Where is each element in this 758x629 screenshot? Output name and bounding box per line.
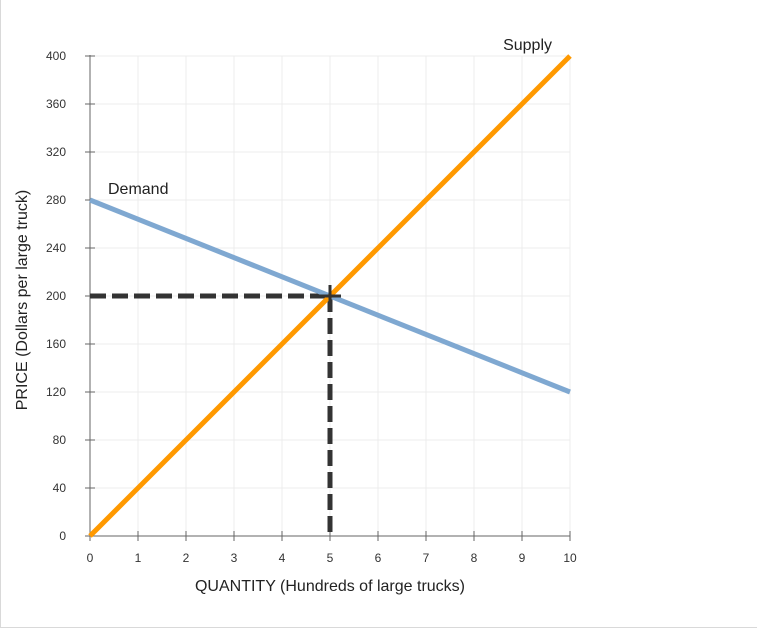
x-axis-label: QUANTITY (Hundreds of large trucks): [195, 578, 465, 595]
y-tick-label: 200: [46, 289, 66, 303]
x-tick-label: 6: [375, 551, 382, 565]
y-tick-label: 320: [46, 145, 66, 159]
y-tick-label: 280: [46, 193, 66, 207]
x-tick-label: 2: [183, 551, 190, 565]
y-tick-label: 120: [46, 385, 66, 399]
x-tick-label: 5: [327, 551, 334, 565]
x-tick-label: 4: [279, 551, 286, 565]
x-tick-label: 3: [231, 551, 238, 565]
series: [88, 54, 572, 538]
y-tick-label: 240: [46, 241, 66, 255]
curve-labels: Demand Supply: [108, 37, 552, 198]
y-tick-label: 40: [53, 481, 67, 495]
x-tick-label: 0: [87, 551, 94, 565]
supply-label: Supply: [503, 37, 552, 54]
x-tick-label: 9: [519, 551, 526, 565]
y-axis-label: PRICE (Dollars per large truck): [14, 190, 31, 411]
x-tick-label: 7: [423, 551, 430, 565]
tick-labels: 0 40 80 120 160 200 240 280 320 360 400 0 1 2 3 4 5 6 7 8 9 1…: [46, 49, 577, 565]
y-tick-label: 360: [46, 97, 66, 111]
x-tick-label: 1: [135, 551, 142, 565]
y-tick-label: 0: [59, 529, 66, 543]
demand-label: Demand: [108, 181, 168, 198]
y-tick-label: 160: [46, 337, 66, 351]
y-tick-label: 80: [53, 433, 67, 447]
x-tick-label: 10: [563, 551, 577, 565]
x-tick-label: 8: [471, 551, 478, 565]
equilibrium-guides: [90, 293, 333, 536]
y-tick-label: 400: [46, 49, 66, 63]
